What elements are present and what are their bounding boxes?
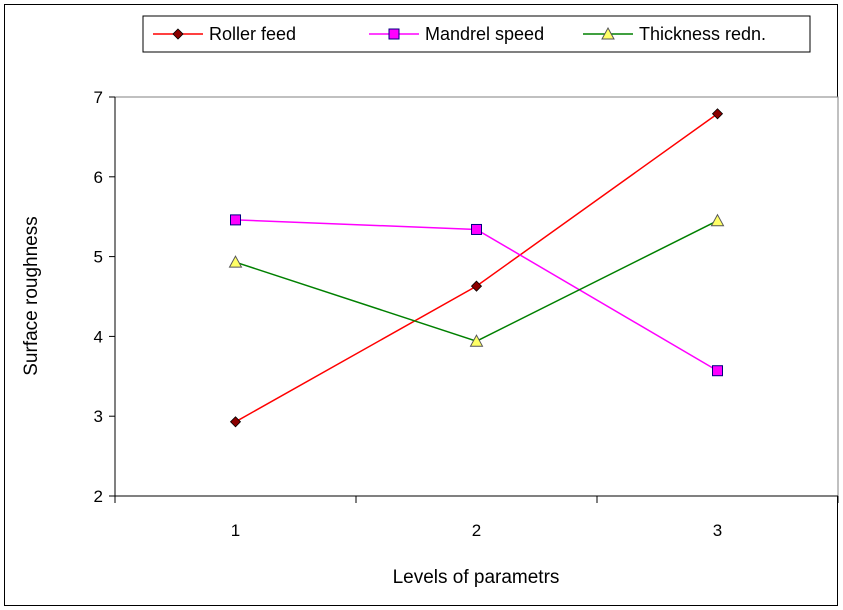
x-tick-label: 3	[713, 521, 722, 540]
legend-item: Thickness redn.	[583, 24, 766, 44]
plot-area	[114, 96, 839, 497]
legend-box	[142, 15, 811, 53]
x-axis-ticks: 1 2 3	[114, 496, 839, 540]
series-group	[228, 108, 725, 428]
y-tick-label: 2	[94, 487, 103, 506]
legend-label: Roller feed	[209, 24, 296, 44]
y-tick-label: 3	[94, 407, 103, 426]
legend-marker	[601, 26, 615, 40]
data-point	[470, 280, 483, 292]
data-point	[230, 214, 241, 226]
legend-label: Thickness redn.	[639, 24, 766, 44]
legend-item: Roller feed	[153, 24, 296, 44]
data-point	[711, 108, 724, 120]
y-axis-ticks: 2 3 4 5 6 7	[94, 88, 115, 506]
legend: Roller feed Mandrel speed Thickness redn.	[153, 24, 766, 44]
legend-marker	[388, 28, 400, 40]
y-tick-label: 5	[94, 248, 103, 267]
series-2	[228, 213, 725, 347]
x-axis-title: Levels of parametrs	[393, 567, 560, 588]
legend-marker	[172, 28, 184, 40]
data-point	[712, 365, 723, 377]
legend-label: Mandrel speed	[425, 24, 544, 44]
legend-item: Mandrel speed	[369, 24, 544, 44]
data-point	[471, 223, 482, 235]
y-tick-label: 4	[94, 327, 103, 346]
x-tick-label: 2	[472, 521, 481, 540]
data-point	[469, 334, 484, 347]
x-tick-label: 1	[231, 521, 240, 540]
data-point	[710, 213, 725, 227]
series-0	[229, 108, 724, 428]
data-point	[228, 255, 243, 268]
y-axis-title: Surface roughness	[21, 216, 42, 376]
data-point	[229, 416, 242, 428]
y-tick-label: 6	[94, 168, 103, 187]
series-1	[230, 214, 723, 377]
y-tick-label: 7	[94, 88, 103, 107]
